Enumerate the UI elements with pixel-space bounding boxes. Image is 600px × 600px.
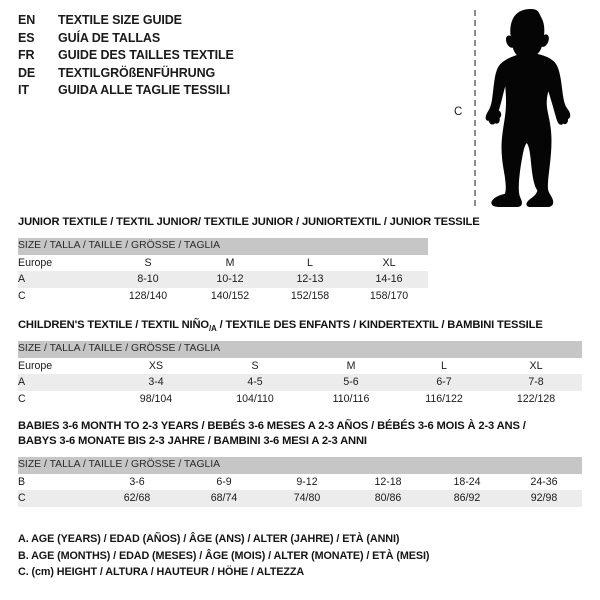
table-junior-header-label: SIZE / TALLA / TAILLE / GRÖSSE / TAGLIA: [18, 238, 429, 255]
cell-value: 92/98: [506, 490, 582, 507]
section-title-babies-line2: BABYS 3-6 MONATE BIS 2-3 JAHRE / BAMBINI…: [18, 435, 367, 447]
section-title-babies-line1: BABIES 3-6 MONTH TO 2-3 YEARS / BEBÉS 3-…: [18, 420, 526, 432]
height-measure-label: C: [454, 106, 463, 118]
section-babies-textile: BABIES 3-6 MONTH TO 2-3 YEARS / BEBÉS 3-…: [18, 419, 582, 507]
language-title-es: GUÍA DE TALLAS: [58, 30, 161, 45]
legend-block: A. AGE (YEARS) / EDAD (AÑOS) / ÂGE (ANS)…: [18, 531, 429, 581]
language-title-it: GUIDA ALLE TAGLIE TESSILI: [58, 83, 231, 98]
cell-value: 4-5: [206, 374, 304, 391]
language-row-de: DE TEXTILGRÖßENFÜHRUNG: [18, 66, 318, 84]
cell-value: 152/158: [270, 287, 350, 304]
section-children-textile: CHILDREN'S TEXTILE / TEXTIL NIÑO/A / TEX…: [18, 318, 582, 407]
row-label-a: A: [18, 271, 106, 288]
language-row-es: ES GUÍA DE TALLAS: [18, 31, 318, 49]
row-label-b: B: [18, 473, 92, 490]
cell-value: 8-10: [106, 271, 190, 288]
legend-row-c: C. (cm) HEIGHT / ALTURA / HAUTEUR / HÖHE…: [18, 566, 305, 578]
cell-value: 6-7: [398, 374, 490, 391]
legend-row-a: A. AGE (YEARS) / EDAD (AÑOS) / ÂGE (ANS)…: [18, 533, 400, 545]
language-title-en: TEXTILE SIZE GUIDE: [58, 13, 182, 27]
cell-value: 12-18: [348, 473, 428, 490]
cell-value: 110/116: [304, 390, 398, 407]
cell-value: 18-24: [428, 473, 506, 490]
cell-value: 7-8: [490, 374, 582, 391]
row-label-a: A: [18, 374, 106, 391]
cell-value: 3-6: [92, 473, 182, 490]
cell-value: 86/92: [428, 490, 506, 507]
table-row: Europe S M L XL: [18, 254, 429, 271]
language-code-es: ES: [18, 30, 35, 45]
cell-value: 140/152: [190, 287, 270, 304]
cell-value: 14-16: [350, 271, 429, 288]
row-label-c: C: [18, 390, 106, 407]
cell-value: 104/110: [206, 390, 304, 407]
cell-value: S: [106, 254, 190, 271]
cell-value: 122/128: [490, 390, 582, 407]
language-row-fr: FR GUIDE DES TAILLES TEXTILE: [18, 48, 318, 66]
table-row: A 8-10 10-12 12-13 14-16: [18, 271, 429, 288]
language-title-de: TEXTILGRÖßENFÜHRUNG: [58, 65, 216, 80]
cell-value: 62/68: [92, 490, 182, 507]
cell-value: 98/104: [106, 390, 206, 407]
cell-value: 3-4: [106, 374, 206, 391]
table-row: C 62/68 68/74 74/80 80/86 86/92 92/98: [18, 490, 582, 507]
section-junior-textile: JUNIOR TEXTILE / TEXTIL JUNIOR/ TEXTILE …: [18, 215, 480, 304]
section-title-children: CHILDREN'S TEXTILE / TEXTIL NIÑO/A / TEX…: [18, 318, 582, 333]
cell-value: 5-6: [304, 374, 398, 391]
table-babies-header-row: SIZE / TALLA / TAILLE / GRÖSSE / TAGLIA: [18, 457, 582, 474]
cell-value: 80/86: [348, 490, 428, 507]
table-babies-sizes: SIZE / TALLA / TAILLE / GRÖSSE / TAGLIA …: [18, 457, 582, 507]
height-measure-line-icon: [474, 10, 476, 206]
row-label-c: C: [18, 490, 92, 507]
row-label-europe: Europe: [18, 254, 106, 271]
language-code-fr: FR: [18, 48, 35, 63]
cell-value: L: [270, 254, 350, 271]
legend-row-b: B. AGE (MONTHS) / EDAD (MESES) / ÂGE (MO…: [18, 549, 430, 562]
cell-value: 116/122: [398, 390, 490, 407]
table-children-header-row: SIZE / TALLA / TAILLE / GRÖSSE / TAGLIA: [18, 341, 582, 358]
table-row: Europe XS S M L XL: [18, 357, 582, 374]
section-title-children-after: / TEXTILE DES ENFANTS / KINDERTEXTIL / B…: [216, 319, 543, 331]
cell-value: 128/140: [106, 287, 190, 304]
cell-value: XS: [106, 357, 206, 374]
toddler-silhouette-icon: [485, 9, 571, 207]
cell-value: 24-36: [506, 473, 582, 490]
cell-value: 10-12: [190, 271, 270, 288]
table-row: C 98/104 104/110 110/116 116/122 122/128: [18, 390, 582, 407]
table-children-sizes: SIZE / TALLA / TAILLE / GRÖSSE / TAGLIA …: [18, 341, 582, 407]
table-children-header-label: SIZE / TALLA / TAILLE / GRÖSSE / TAGLIA: [18, 341, 582, 358]
cell-value: 74/80: [266, 490, 348, 507]
table-row: B 3-6 6-9 9-12 12-18 18-24 24-36: [18, 473, 582, 490]
table-junior-header-row: SIZE / TALLA / TAILLE / GRÖSSE / TAGLIA: [18, 238, 429, 255]
language-code-en: EN: [18, 13, 36, 27]
cell-value: M: [304, 357, 398, 374]
cell-value: 158/170: [350, 287, 429, 304]
cell-value: XL: [350, 254, 429, 271]
language-header-block: EN TEXTILE SIZE GUIDE ES GUÍA DE TALLAS …: [18, 13, 318, 101]
cell-value: 9-12: [266, 473, 348, 490]
height-figure-area: C: [440, 4, 600, 214]
row-label-europe: Europe: [18, 357, 106, 374]
cell-value: 68/74: [182, 490, 266, 507]
table-junior-sizes: SIZE / TALLA / TAILLE / GRÖSSE / TAGLIA …: [18, 238, 429, 304]
section-title-children-sub: /A: [208, 324, 217, 334]
cell-value: XL: [490, 357, 582, 374]
table-row: A 3-4 4-5 5-6 6-7 7-8: [18, 374, 582, 391]
table-row: C 128/140 140/152 152/158 158/170: [18, 287, 429, 304]
language-row-it: IT GUIDA ALLE TAGLIE TESSILI: [18, 83, 318, 101]
cell-value: 6-9: [182, 473, 266, 490]
cell-value: L: [398, 357, 490, 374]
section-title-junior: JUNIOR TEXTILE / TEXTIL JUNIOR/ TEXTILE …: [18, 216, 480, 228]
language-code-de: DE: [18, 65, 36, 80]
language-title-fr: GUIDE DES TAILLES TEXTILE: [58, 48, 234, 63]
row-label-c: C: [18, 287, 106, 304]
section-title-children-before: CHILDREN'S TEXTILE / TEXTIL NIÑO: [18, 319, 209, 331]
language-code-it: IT: [18, 83, 29, 98]
cell-value: M: [190, 254, 270, 271]
language-row-en: EN TEXTILE SIZE GUIDE: [18, 13, 318, 31]
table-babies-header-label: SIZE / TALLA / TAILLE / GRÖSSE / TAGLIA: [18, 457, 582, 474]
cell-value: S: [206, 357, 304, 374]
cell-value: 12-13: [270, 271, 350, 288]
